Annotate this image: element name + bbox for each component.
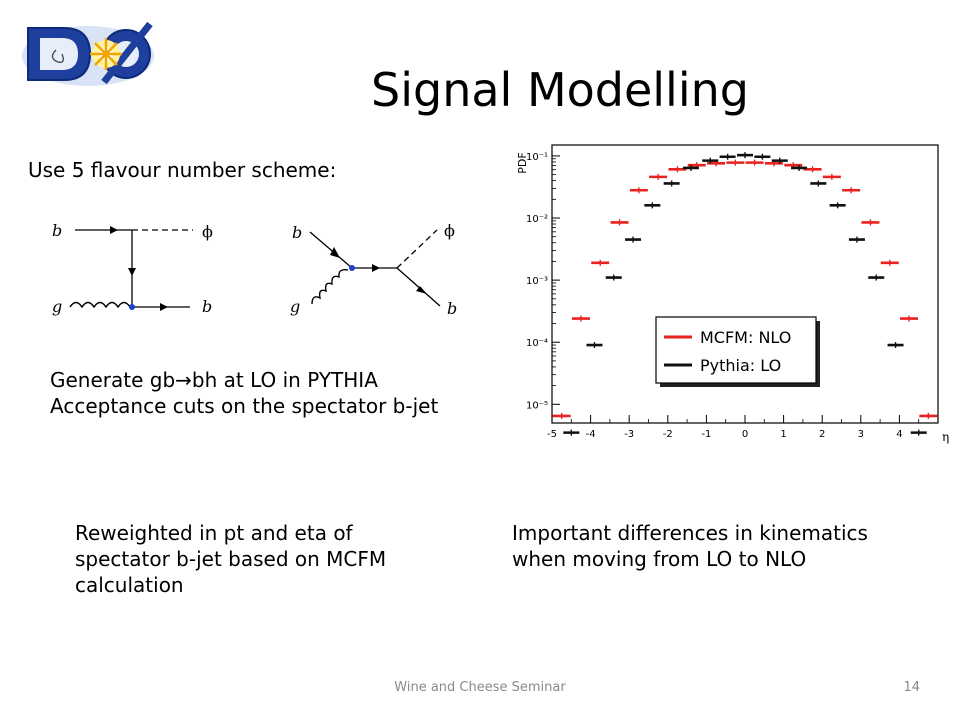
x-axis-label: η xyxy=(942,430,949,444)
x-tick-label: 4 xyxy=(896,429,902,440)
reweight-line-3: calculation xyxy=(75,573,184,597)
differences-line-2: when moving from LO to NLO xyxy=(512,547,807,571)
x-tick-label: 1 xyxy=(780,429,786,440)
d2-b-in-label: b xyxy=(292,223,302,242)
d2-g-in-label: g xyxy=(290,297,300,316)
x-tick-label: 0 xyxy=(742,429,748,440)
eta-pdf-plot: 10⁻¹ 10⁻² 10⁻³ 10⁻⁴ 10⁻⁵ -5 -4 -3 -2 -1 0 1 2 3 4 PDF η … xyxy=(510,133,950,455)
eta-pdf-chart: 10⁻¹10⁻²10⁻³10⁻⁴10⁻⁵-5 -4 -3 -2 -1 0 1 2 3 4PDFη … xyxy=(516,144,949,444)
x-tick-label: -2 xyxy=(663,429,673,440)
generate-line-1: Generate gb→bh at LO in PYTHIA xyxy=(50,368,378,392)
reweight-line-1: Reweighted in pt and eta of xyxy=(75,521,353,545)
footer-text: Wine and Cheese Seminar xyxy=(394,680,566,695)
differences-text: Important differences in kinematics when… xyxy=(512,520,868,572)
x-tick-label: -5 xyxy=(547,429,557,440)
y-tick-label: 10⁻² xyxy=(526,214,548,225)
legend-box xyxy=(655,316,817,384)
y-tick-label: 10⁻³ xyxy=(526,276,548,287)
d1-g-in-label: g xyxy=(52,297,62,316)
d1-phi-label: ϕ xyxy=(202,222,213,241)
d1-b-out-label: b xyxy=(202,297,212,316)
x-tick-label: -4 xyxy=(586,429,596,440)
page-number: 14 xyxy=(903,680,920,695)
differences-line-1: Important differences in kinematics xyxy=(512,521,868,545)
y-tick-label: 10⁻⁴ xyxy=(526,338,548,349)
x-tick-label: 2 xyxy=(819,429,825,440)
legend-label: Pythia: LO xyxy=(700,356,781,375)
x-tick-label: 3 xyxy=(858,429,864,440)
feynman-diagram-2: b g ϕ b xyxy=(282,208,472,324)
y-tick-label: 10⁻¹ xyxy=(526,152,548,163)
d1-b-in-label: b xyxy=(52,221,62,240)
scheme-text: Use 5 flavour number scheme: xyxy=(28,158,337,182)
d0-logo xyxy=(18,14,158,94)
reweight-text: Reweighted in pt and eta of spectator b-… xyxy=(75,520,386,598)
d0-logo-graphic xyxy=(22,21,154,86)
feynman-diagram-1: b g ϕ b xyxy=(40,208,230,324)
reweight-line-2: spectator b-jet based on MCFM xyxy=(75,547,387,571)
generate-text: Generate gb→bh at LO in PYTHIA Acceptanc… xyxy=(50,367,438,419)
y-axis-label: PDF xyxy=(516,152,529,173)
slide-title: Signal Modelling xyxy=(371,63,749,117)
d2-phi-label: ϕ xyxy=(444,221,455,240)
legend-label: MCFM: NLO xyxy=(700,328,791,347)
d2-b-out-label: b xyxy=(447,299,457,318)
x-tick-label: -1 xyxy=(701,429,711,440)
x-tick-label: -3 xyxy=(624,429,634,440)
generate-line-2: Acceptance cuts on the spectator b-jet xyxy=(50,394,439,418)
y-tick-label: 10⁻⁵ xyxy=(526,400,548,411)
